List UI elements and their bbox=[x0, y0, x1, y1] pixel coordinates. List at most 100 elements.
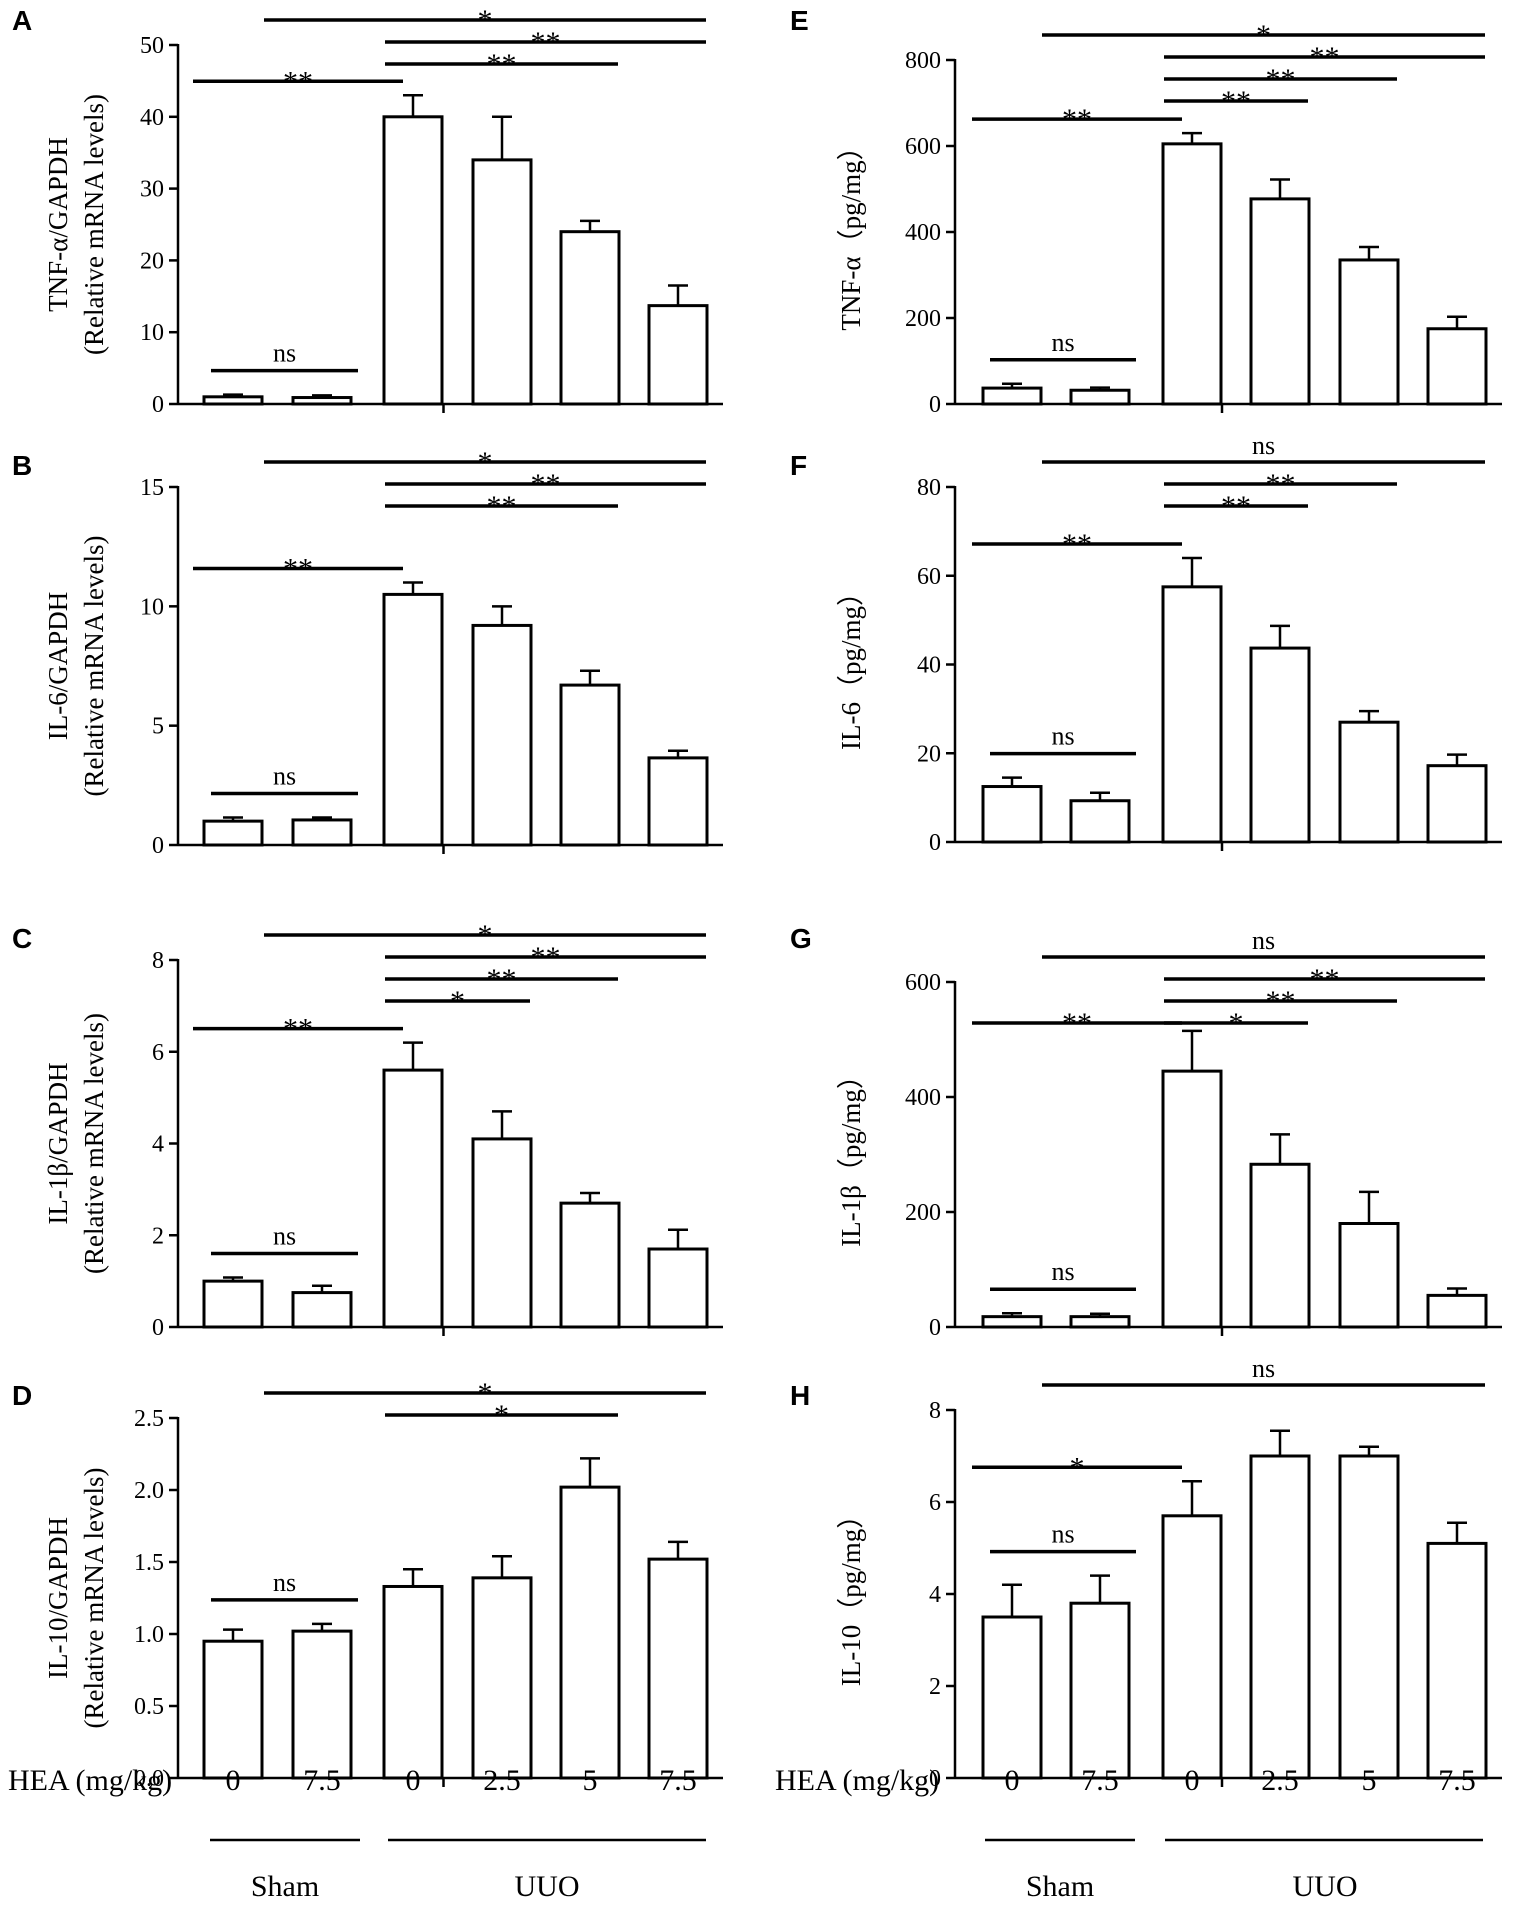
dose-label: 2.5 bbox=[483, 1764, 521, 1797]
uuo-group-label: UUO bbox=[1293, 1870, 1358, 1903]
panel-f: F 0 20 40 60 80 IL-6（pg/mg） ns ** ** ** ns bbox=[790, 431, 1502, 856]
y-tick-label: 0 bbox=[929, 1766, 941, 1792]
y-tick-label: 2.0 bbox=[134, 1478, 164, 1504]
bar bbox=[291, 396, 353, 406]
y-tick-label: 40 bbox=[140, 105, 164, 131]
significance-label: ** bbox=[283, 552, 313, 585]
y-tick-label: 8 bbox=[152, 948, 164, 974]
bar bbox=[1069, 388, 1131, 406]
significance-label: * bbox=[1229, 1007, 1244, 1040]
y-tick-label: 2.5 bbox=[134, 1406, 164, 1432]
significance-label: * bbox=[478, 919, 493, 952]
significance-label: * bbox=[494, 1399, 509, 1432]
significance-label: ** bbox=[1062, 528, 1092, 561]
bar bbox=[647, 304, 709, 406]
bar bbox=[1161, 585, 1223, 844]
significance-label: ** bbox=[531, 26, 561, 59]
y-tick-label: 0 bbox=[152, 833, 164, 859]
y-tick-label: 0 bbox=[929, 830, 941, 856]
y-tick-label: 10 bbox=[140, 594, 164, 620]
bar bbox=[382, 115, 444, 406]
y-tick-label: 0.0 bbox=[134, 1766, 164, 1792]
significance-label: ns bbox=[1051, 328, 1074, 357]
bar bbox=[1069, 1601, 1131, 1780]
dose-label: 7.5 bbox=[303, 1764, 341, 1797]
bar bbox=[981, 386, 1043, 406]
dose-label: 0 bbox=[1185, 1764, 1200, 1797]
dose-label: 7.5 bbox=[1081, 1764, 1119, 1797]
y-axis-label: IL-10/GAPDH bbox=[43, 1517, 73, 1679]
panel-b: B 0 5 10 15 IL-6/GAPDH (Relative mRNA levels) *… bbox=[12, 446, 723, 859]
bar bbox=[647, 1247, 709, 1329]
bar bbox=[1426, 764, 1488, 844]
bar bbox=[291, 1291, 353, 1329]
significance-label: ** bbox=[1062, 1007, 1092, 1040]
y-axis-label: TNF-α/GAPDH bbox=[43, 137, 73, 312]
hea-heading-left: HEA (mg/kg) bbox=[8, 1764, 172, 1797]
y-tick-label: 30 bbox=[140, 177, 164, 203]
dose-label: 5 bbox=[583, 1764, 598, 1797]
panel-letter: C bbox=[12, 923, 32, 954]
significance-label: * bbox=[450, 985, 465, 1018]
y-tick-label: 15 bbox=[140, 475, 164, 501]
dose-label: 2.5 bbox=[1261, 1764, 1299, 1797]
sham-group-label: Sham bbox=[251, 1870, 319, 1903]
y-axis-label: (Relative mRNA levels) bbox=[79, 1013, 109, 1274]
y-axis-label: IL-1β/GAPDH bbox=[43, 1062, 73, 1224]
bar bbox=[1249, 646, 1311, 844]
y-axis-label: IL-10（pg/mg） bbox=[836, 1502, 866, 1686]
y-tick-label: 200 bbox=[905, 306, 941, 332]
significance-label: ns bbox=[1051, 722, 1074, 751]
bar bbox=[382, 1584, 444, 1780]
sham-group-label: Sham bbox=[1026, 1870, 1094, 1903]
significance-label: ** bbox=[487, 48, 517, 81]
dose-label: 7.5 bbox=[659, 1764, 697, 1797]
dose-label: 5 bbox=[1362, 1764, 1377, 1797]
significance-label: ** bbox=[1310, 963, 1340, 996]
y-tick-label: 2 bbox=[152, 1223, 164, 1249]
bar bbox=[471, 158, 533, 406]
dose-label: 7.5 bbox=[1438, 1764, 1476, 1797]
bar bbox=[1338, 1454, 1400, 1780]
significance-label: * bbox=[478, 1377, 493, 1410]
y-tick-label: 8 bbox=[929, 1398, 941, 1424]
significance-label: * bbox=[1256, 19, 1271, 52]
y-tick-label: 50 bbox=[140, 33, 164, 59]
y-axis-label: TNF-α（pg/mg） bbox=[836, 133, 866, 330]
dose-label: 0 bbox=[406, 1764, 421, 1797]
significance-label: ** bbox=[283, 65, 313, 98]
significance-label: ** bbox=[531, 468, 561, 501]
bar bbox=[202, 1279, 264, 1329]
significance-label: * bbox=[478, 446, 493, 479]
bar bbox=[981, 1615, 1043, 1780]
bar bbox=[471, 623, 533, 847]
bar bbox=[291, 1629, 353, 1780]
y-tick-label: 60 bbox=[917, 564, 941, 590]
y-tick-label: 0.5 bbox=[134, 1694, 164, 1720]
bar bbox=[1249, 1454, 1311, 1780]
x-axis-annotation-left: HEA (mg/kg) 0 7.5 0 2.5 5 7.5 Sham UUO bbox=[8, 1764, 706, 1903]
bar bbox=[559, 1485, 621, 1780]
bar bbox=[202, 1639, 264, 1780]
y-tick-label: 200 bbox=[905, 1200, 941, 1226]
significance-label: ** bbox=[531, 941, 561, 974]
bar bbox=[559, 683, 621, 847]
y-tick-label: 600 bbox=[905, 134, 941, 160]
y-tick-label: 40 bbox=[917, 653, 941, 679]
bar bbox=[981, 785, 1043, 844]
significance-label: ** bbox=[1266, 468, 1296, 501]
significance-label: ns bbox=[1252, 431, 1275, 460]
significance-label: ** bbox=[1221, 85, 1251, 118]
bar bbox=[1249, 197, 1311, 406]
significance-label: * bbox=[1070, 1451, 1085, 1484]
hea-heading-right: HEA (mg/kg) bbox=[775, 1764, 939, 1797]
bar bbox=[1338, 720, 1400, 844]
dose-label: 0 bbox=[1005, 1764, 1020, 1797]
significance-label: * bbox=[478, 4, 493, 37]
significance-label: ns bbox=[1252, 1354, 1275, 1383]
panel-letter: E bbox=[790, 5, 809, 36]
panel-a: A 0 10 20 30 40 50 TNF-α/GAPDH (Relative mRNA le… bbox=[12, 4, 723, 418]
significance-label: ns bbox=[1051, 1257, 1074, 1286]
